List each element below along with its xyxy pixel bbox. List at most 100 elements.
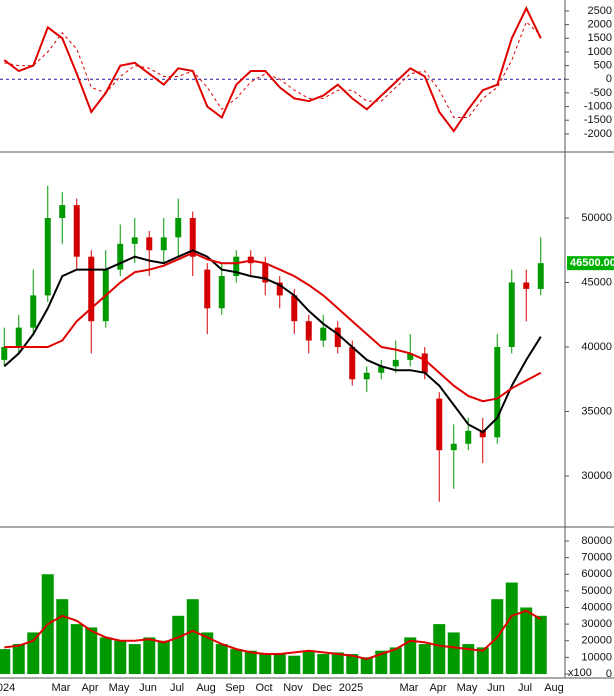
x-tick-label: Dec [312,682,332,694]
candle-body [378,366,385,373]
y-tick-label: 80000 [581,535,612,547]
volume-bar [317,654,330,674]
y-tick-label: -2000 [584,128,612,140]
y-tick-label: 2500 [588,5,612,17]
volume-bar [201,632,214,674]
y-tick-label: 30000 [581,618,612,630]
volume-bar [462,644,475,674]
y-tick-label: 2000 [588,18,612,30]
volume-bar [331,652,344,674]
y-tick-label: 0 [606,668,612,680]
x-tick-label: Jun [487,682,505,694]
candle-body [392,359,399,367]
x-tick-label: May [109,682,130,694]
unit-label: x100 [568,667,592,679]
x-tick-label: Mar [400,682,419,694]
y-tick-label: 60000 [581,568,612,580]
candle-body [320,327,327,341]
candle-body [15,327,22,347]
volume-bar [346,654,359,674]
x-tick-label: May [457,682,478,694]
x-tick-label: Nov [283,682,303,694]
candle-body [160,237,167,251]
candle-body [334,327,341,347]
line-series [4,251,542,403]
volume-bar [157,640,170,674]
candle-body [30,295,37,328]
volume-bar [215,644,228,674]
candle-body [262,263,269,283]
x-tick-label: 2025 [339,682,363,694]
candle-body [508,282,515,347]
candle-body [117,243,124,270]
y-tick-label: 40000 [581,601,612,613]
candle-body [233,256,240,277]
y-tick-label: 50000 [581,212,612,224]
volume-bar [143,637,156,674]
candle-body [465,430,472,444]
volume-bar [476,647,489,674]
candle-body [436,398,443,451]
volume-bar [186,599,199,674]
volume-bar [85,627,98,674]
candle-body [204,269,211,309]
candle-body [305,321,312,341]
candle-body [131,237,138,244]
x-tick-label: Jun [139,682,157,694]
line-series [3,5,542,133]
volume-bar [389,647,402,674]
candle-body [291,295,298,322]
line-series [4,21,542,118]
candle-body [407,353,414,360]
volume-bar [360,657,373,674]
volume-bar [259,654,272,674]
x-tick-label: Jul [518,682,532,694]
candle-body [494,346,501,438]
candle-body [479,430,486,438]
volume-bar [244,650,257,674]
y-tick-label: 500 [594,59,612,71]
last-price-box [567,256,614,271]
volume-bar [520,607,533,674]
candle-body [59,205,66,219]
volume-bar [375,650,388,674]
candle-body [189,218,196,257]
volume-bar [505,582,518,674]
volume-bar [302,650,315,674]
volume-bar [70,624,83,674]
candle-body [1,346,8,360]
y-tick-label: -500 [590,87,612,99]
candle-body [523,282,530,289]
candle-body [537,263,544,289]
x-tick-label: Aug [196,682,216,694]
candle-body [44,218,51,296]
volume-bar [418,644,431,674]
candle-body [363,372,370,380]
y-tick-label: 40000 [581,341,612,353]
y-tick-label: 20000 [581,635,612,647]
volume-bar [56,599,69,674]
candle-body [88,256,95,322]
candle-body [175,218,182,238]
volume-bar [128,644,141,674]
y-tick-label: 10000 [581,651,612,663]
volume-bar [114,640,127,674]
volume-bar [27,632,40,674]
volume-bar [230,649,243,674]
y-tick-label: 0 [606,73,612,85]
candle-body [450,443,457,451]
y-tick-label: 50000 [581,585,612,597]
x-tick-label: Apr [81,682,98,694]
x-tick-label: Mar [52,682,71,694]
volume-bar [172,615,185,674]
x-tick-label: Sep [225,682,245,694]
x-tick-label: Jul [170,682,184,694]
y-tick-label: 35000 [581,405,612,417]
y-tick-label: 1500 [588,32,612,44]
volume-bar [534,615,547,674]
volume-bar [12,644,25,674]
y-tick-label: 30000 [581,470,612,482]
y-tick-label: 1000 [588,46,612,58]
